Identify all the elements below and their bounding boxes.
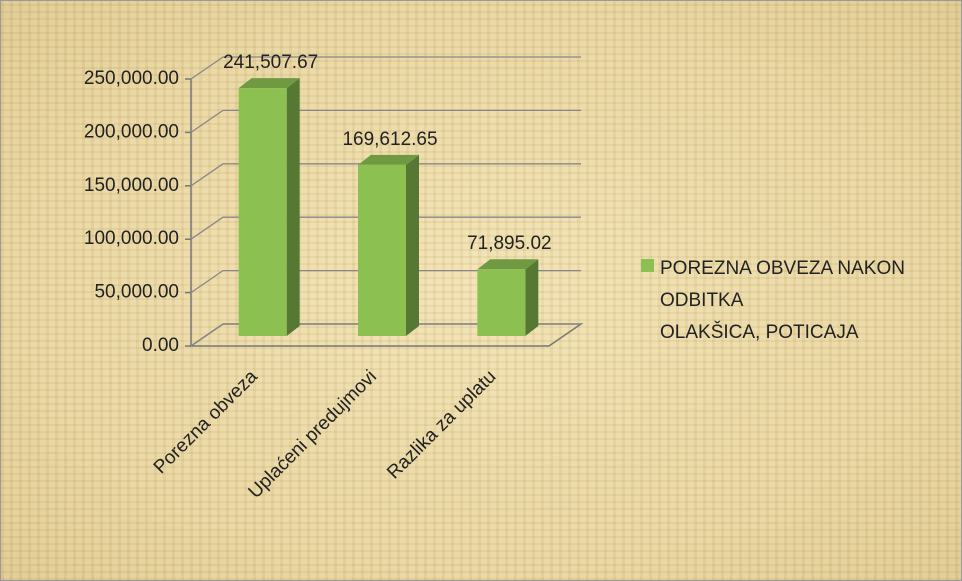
bar-side (286, 78, 300, 336)
bar-top (358, 154, 419, 165)
value-label: 169,612.65 (342, 129, 437, 150)
grid-line (190, 109, 581, 133)
grid-line (190, 216, 581, 240)
y-tick-label: 0.00 (142, 335, 179, 356)
legend: POREZNA OBVEZA NAKON ODBITKA OLAKŠICA, P… (641, 253, 920, 349)
legend-label: POREZNA OBVEZA NAKON ODBITKA OLAKŠICA, P… (660, 258, 905, 343)
bar (238, 78, 300, 336)
y-tick-label: 100,000.00 (84, 228, 179, 249)
grid-line (190, 56, 581, 80)
x-tick-label: Uplaćeni predujmovi (245, 366, 382, 503)
y-tick-label: 200,000.00 (84, 121, 179, 142)
y-tick-label: 150,000.00 (84, 175, 179, 196)
bar-front (477, 269, 526, 336)
bar-front (358, 164, 406, 336)
y-tick-label: 50,000.00 (94, 282, 179, 303)
grid-line (190, 163, 581, 187)
bar-top (238, 78, 300, 89)
x-tick-label: Porezna obveza (150, 366, 262, 478)
bar-front (238, 88, 287, 336)
y-tick-label: 250,000.00 (84, 68, 179, 89)
bar-side (525, 259, 539, 336)
bar-top (477, 259, 539, 270)
value-label: 241,507.67 (223, 52, 318, 73)
grid-line (190, 269, 581, 294)
bar (477, 259, 539, 336)
x-tick-label: Razlika za uplatu (383, 366, 500, 483)
bar-side (406, 154, 419, 336)
grid-line (190, 323, 581, 347)
value-label: 71,895.02 (467, 233, 552, 254)
bar (358, 154, 419, 336)
legend-swatch (641, 259, 654, 272)
